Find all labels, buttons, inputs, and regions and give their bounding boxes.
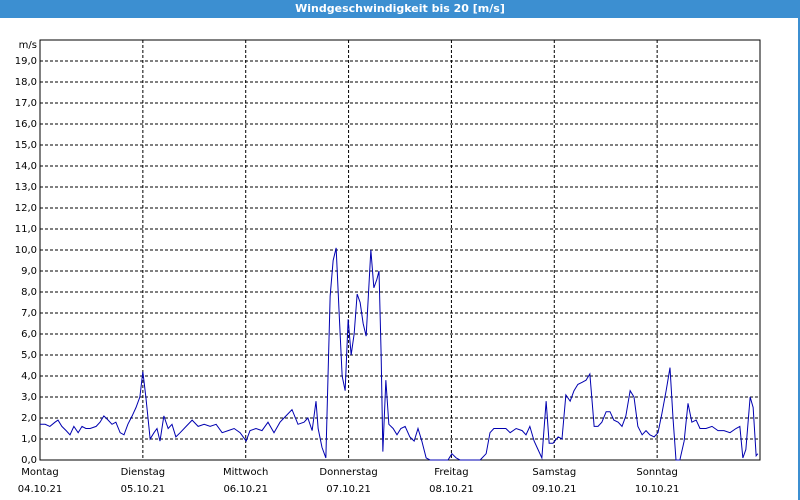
y-tick-label: 12,0 (15, 203, 37, 214)
x-tick-label: Dienstag (121, 467, 166, 478)
y-tick-label: 7,0 (21, 308, 37, 319)
y-tick-label: 15,0 (15, 140, 37, 151)
y-tick-label: 13,0 (15, 182, 37, 193)
x-tick-label: Mittwoch (223, 467, 268, 478)
y-tick-label: 6,0 (21, 329, 37, 340)
y-tick-label: 14,0 (15, 161, 37, 172)
y-tick-label: 8,0 (21, 287, 37, 298)
y-tick-label: 2,0 (21, 413, 37, 424)
x-tick-label: Montag (21, 467, 58, 478)
x-tick-label: Samstag (532, 467, 576, 478)
y-tick-label: 0,0 (21, 455, 37, 466)
y-tick-label: 18,0 (15, 77, 37, 88)
x-tick-date: 08.10.21 (429, 484, 474, 495)
y-tick-label: 9,0 (21, 266, 37, 277)
chart-title: Windgeschwindigkeit bis 20 [m/s] (295, 2, 505, 15)
y-tick-label: 4,0 (21, 371, 37, 382)
x-tick-date: 04.10.21 (18, 484, 63, 495)
x-tick-date: 06.10.21 (223, 484, 268, 495)
wind-line (40, 247, 759, 461)
x-tick-date: 05.10.21 (121, 484, 166, 495)
x-tick-date: 07.10.21 (326, 484, 371, 495)
x-tick-date: 09.10.21 (532, 484, 577, 495)
y-tick-label: 19,0 (15, 56, 37, 67)
y-unit: m/s (19, 40, 37, 51)
y-tick-label: 16,0 (15, 119, 37, 130)
y-tick-label: 1,0 (21, 434, 37, 445)
title-bar (0, 0, 800, 18)
y-tick-label: 10,0 (15, 245, 37, 256)
x-tick-label: Sonntag (636, 467, 678, 478)
y-tick-label: 5,0 (21, 350, 37, 361)
x-tick-label: Freitag (434, 467, 468, 478)
x-tick-label: Donnerstag (319, 467, 377, 478)
y-tick-label: 17,0 (15, 98, 37, 109)
y-tick-label: 3,0 (21, 392, 37, 403)
y-tick-label: 11,0 (15, 224, 37, 235)
x-tick-date: 10.10.21 (635, 484, 680, 495)
